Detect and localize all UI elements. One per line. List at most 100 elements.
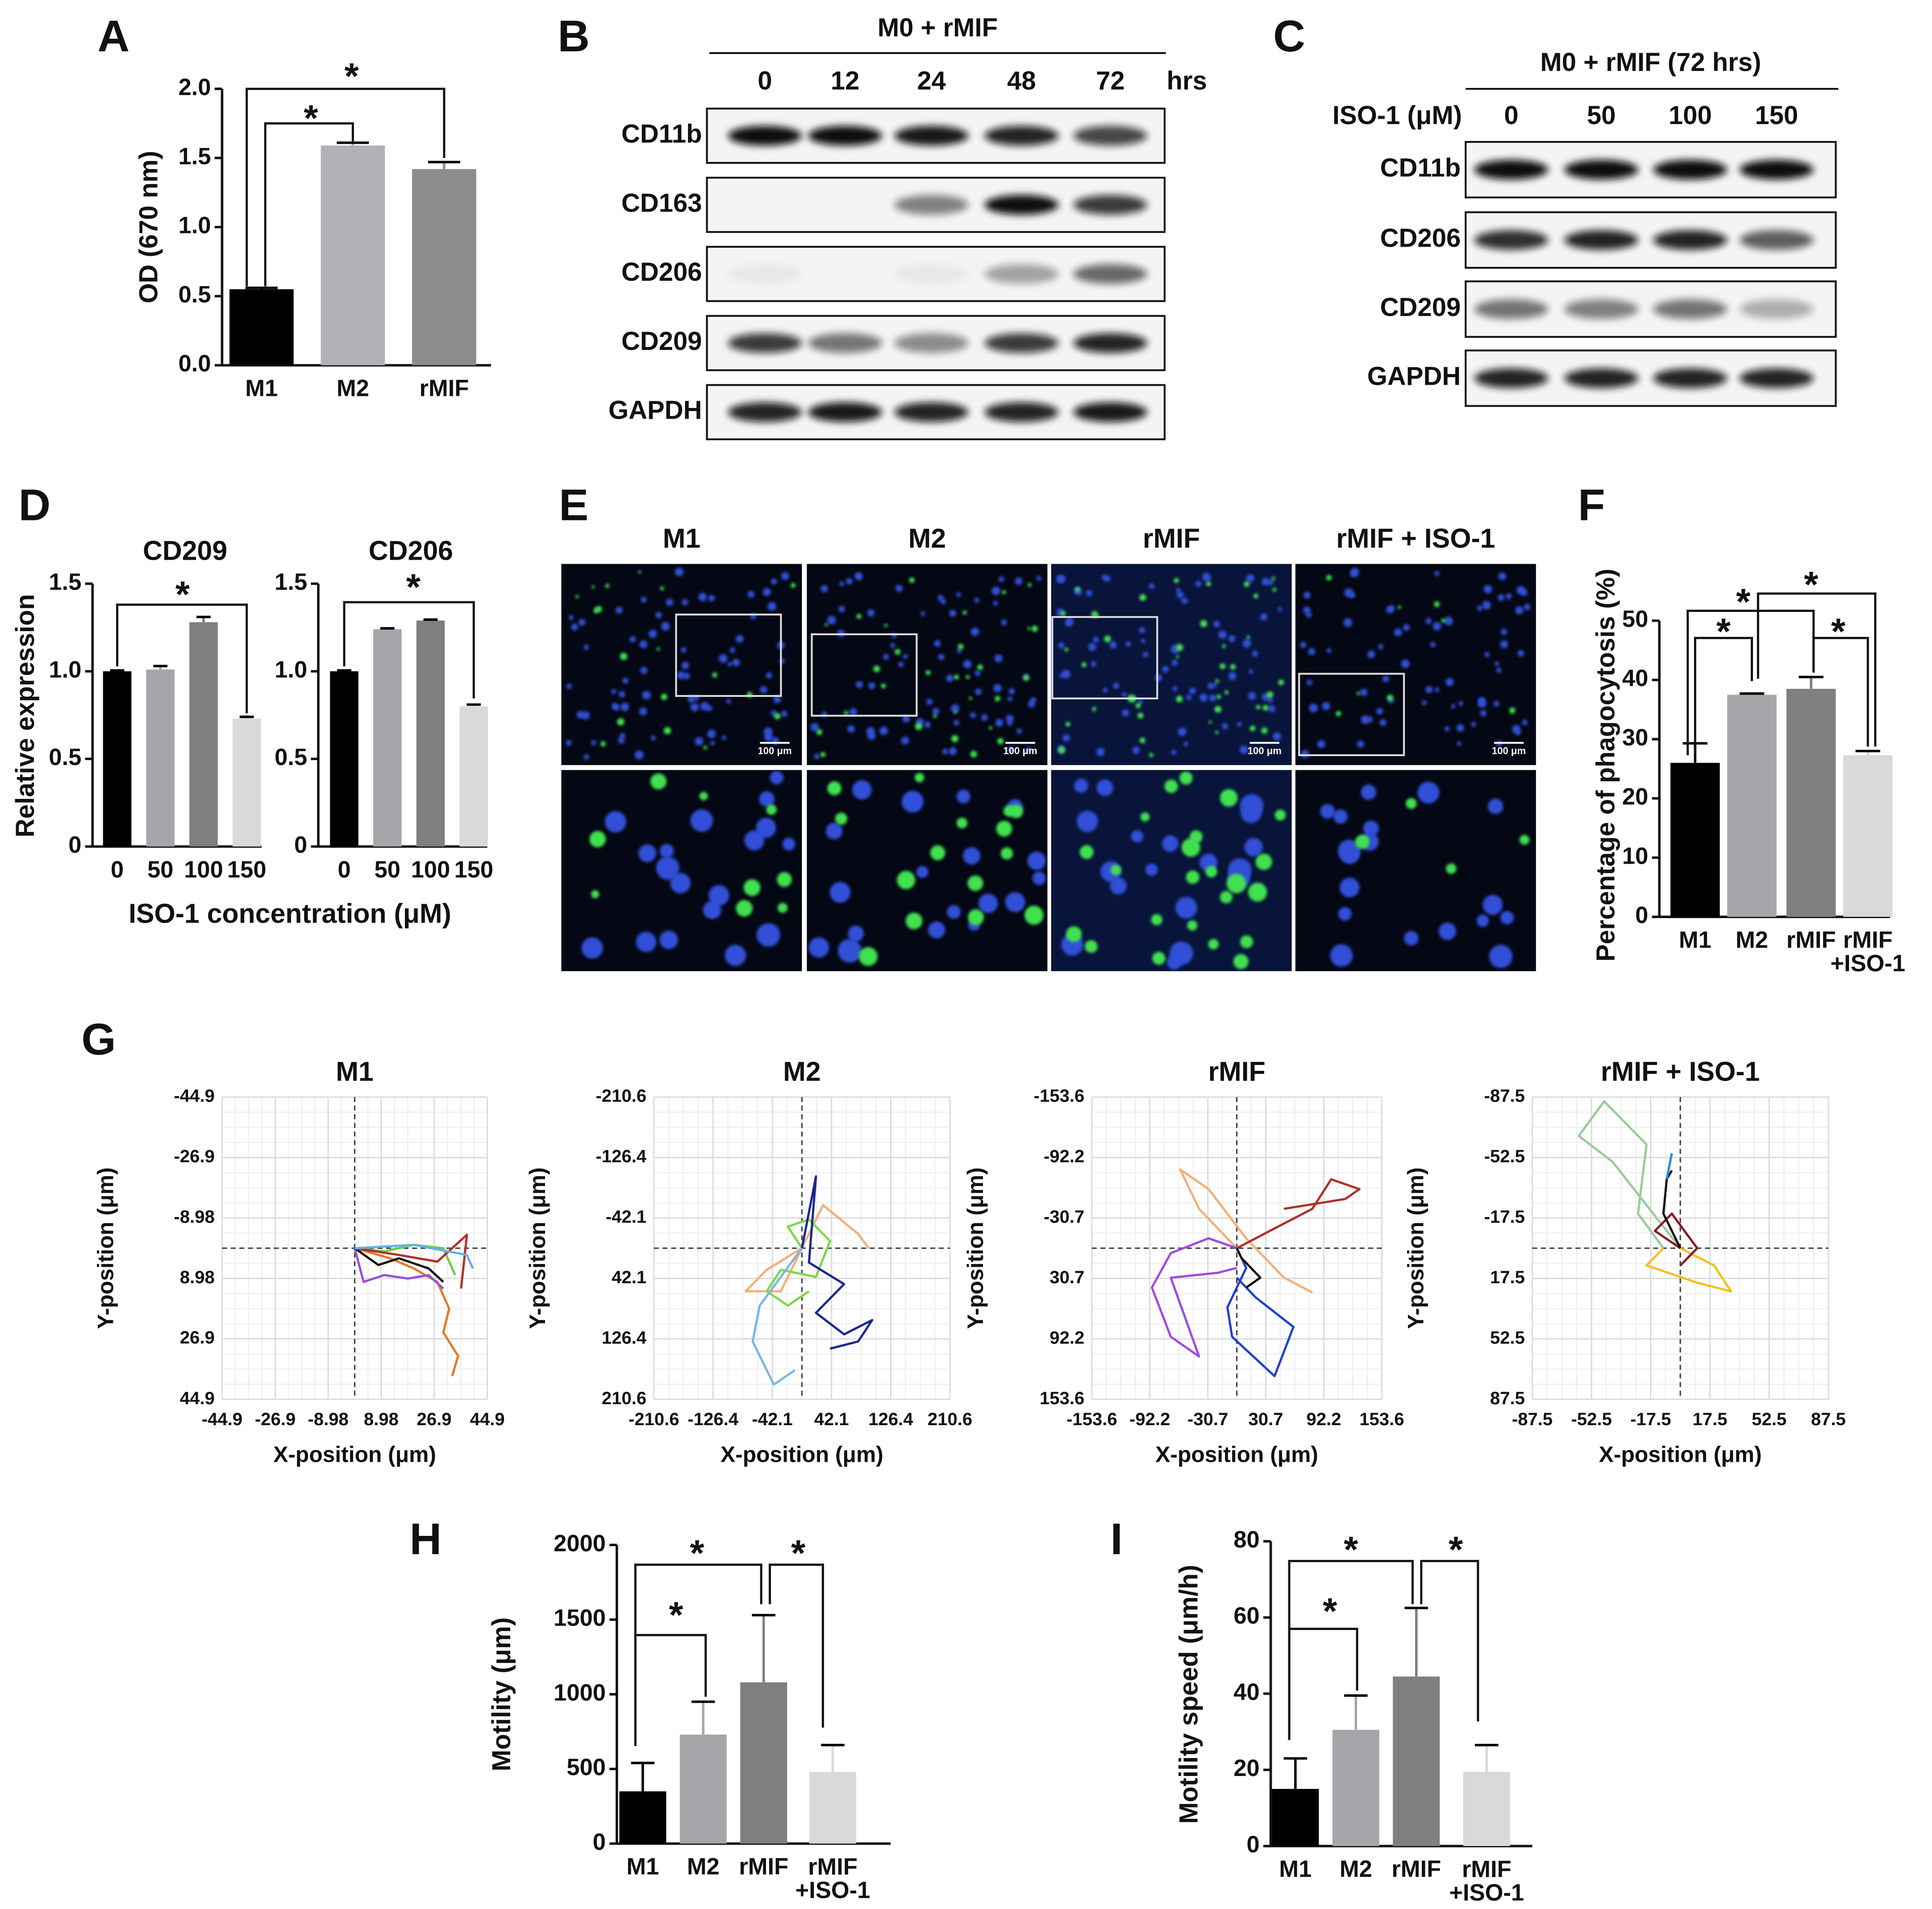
lane-label: 24 [917,67,946,96]
track [744,1204,870,1293]
green-spot [967,875,983,891]
green-spot [1028,583,1032,587]
protein-label: GAPDH [1367,362,1461,391]
nucleus [820,585,828,593]
green-spot [1520,835,1530,845]
y-axis-label: Relative expression [11,594,40,837]
nucleus [1444,726,1450,732]
nucleus [1088,643,1096,651]
nucleus [963,847,980,865]
nucleus [1007,696,1013,702]
green-spot [873,665,880,673]
y-tick-label: 20 [1233,1755,1259,1781]
x-tick-label: -30.7 [1187,1410,1228,1429]
protein-label: GAPDH [608,396,702,425]
green-spot [1179,771,1193,785]
nucleus [1496,667,1502,673]
green-spot [1176,655,1179,658]
nucleus [763,727,773,736]
y-tick-label: 0.5 [179,281,211,308]
green-spot [930,845,945,861]
green-spot [827,781,841,795]
green-spot [966,675,970,679]
nucleus [1360,688,1368,696]
nucleus [1333,809,1348,824]
nucleus [1032,871,1046,885]
green-spot [1079,845,1094,859]
bar [1272,1788,1319,1846]
nucleus [1036,576,1041,581]
green-spot [1224,690,1229,695]
significance-label: * [1804,564,1819,605]
nucleus [638,844,656,862]
band [1564,368,1639,388]
bar [740,1682,787,1844]
nucleus [1482,601,1491,610]
nucleus [670,873,691,894]
significance-label: * [690,1532,704,1574]
green-spot [1509,707,1516,714]
green-spot [1357,691,1360,695]
nucleus [1091,661,1096,667]
green-spot [1278,679,1284,686]
nucleus [690,809,713,832]
nucleus [924,721,931,728]
significance-bracket [1288,1560,1414,1740]
nucleus [1162,835,1178,852]
green-spot [1009,804,1023,819]
nucleus [1350,572,1355,577]
inset-box [811,633,918,717]
nucleus [1149,583,1155,589]
y-tick-label: -210.6 [596,1086,647,1106]
y-tick-label: -30.7 [1044,1207,1084,1227]
y-tick-label: -153.6 [1034,1086,1085,1106]
nucleus [1445,678,1454,686]
chart-title: CD206 [369,536,453,566]
protein-label: CD11b [621,119,702,148]
nucleus [683,672,690,679]
y-tick-label: -92.2 [1044,1147,1084,1166]
lane-label: 100 [1669,101,1712,130]
significance-bracket [1288,1627,1358,1740]
nucleus [634,750,644,760]
nucleus [855,572,862,579]
nucleus [993,684,1002,693]
nucleus [661,622,670,631]
nucleus [1458,701,1463,706]
nucleus [708,595,715,602]
green-spot [1262,705,1269,711]
x-tick-label: rMIF +ISO-1 [1830,927,1905,977]
nucleus [1178,727,1187,736]
green-spot [1271,577,1275,581]
nucleus [902,790,924,813]
green-spot [638,570,641,574]
green-spot [591,586,595,589]
green-spot [650,773,667,790]
nucleus [762,588,771,596]
y-tick-label: 60 [1233,1603,1259,1629]
nucleus [736,635,744,643]
nucleus [1260,613,1267,621]
band [894,402,969,422]
group-title: M2 [908,523,946,553]
bar [1463,1772,1510,1846]
nucleus [1322,702,1330,710]
green-spot [915,723,923,730]
band [984,333,1059,353]
x-tick-label: 100 [184,857,223,883]
green-spot [915,773,924,782]
nucleus [622,678,629,684]
y-tick-label: 87.5 [1490,1389,1525,1408]
nucleus [1008,747,1014,753]
green-spot [777,872,792,887]
nucleus [1001,620,1007,626]
green-spot [1149,753,1153,757]
nucleus [867,609,875,617]
band [1474,230,1549,250]
green-spot [778,903,788,913]
nucleus [1379,719,1387,726]
y-tick-label: 1.0 [179,212,211,239]
significance-bracket [116,603,248,713]
nucleus [1207,683,1214,690]
green-spot [962,610,967,615]
